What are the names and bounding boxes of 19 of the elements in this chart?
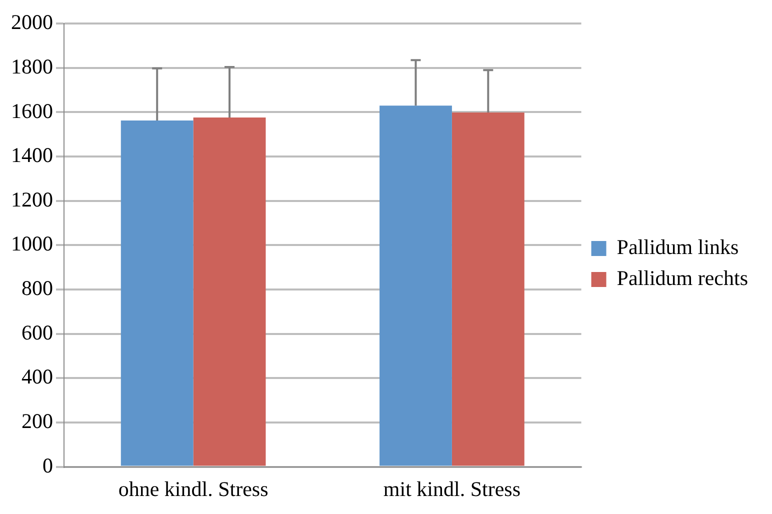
y-tick-label: 1200 — [11, 187, 53, 212]
bar — [120, 120, 194, 466]
y-tick-label: 2000 — [11, 10, 53, 34]
bar — [193, 118, 266, 466]
x-tick-label: ohne kindl. Stress — [118, 476, 268, 501]
y-tick-label: 800 — [22, 276, 53, 300]
bar — [380, 106, 452, 466]
bar — [452, 112, 524, 466]
y-tick-label: 600 — [22, 320, 53, 344]
y-tick-label: 1600 — [11, 98, 53, 123]
y-tick-label: 1800 — [11, 54, 53, 78]
legend-label: Pallidum links — [616, 235, 739, 260]
y-tick-label: 200 — [22, 408, 53, 433]
x-tick-label: mit kindl. Stress — [383, 476, 521, 501]
y-tick-label: 1400 — [11, 143, 53, 168]
y-tick-label: 0 — [42, 453, 53, 478]
legend-label: Pallidum rechts — [616, 266, 748, 290]
y-tick-label: 1000 — [11, 232, 53, 256]
y-tick-label: 400 — [22, 364, 53, 389]
